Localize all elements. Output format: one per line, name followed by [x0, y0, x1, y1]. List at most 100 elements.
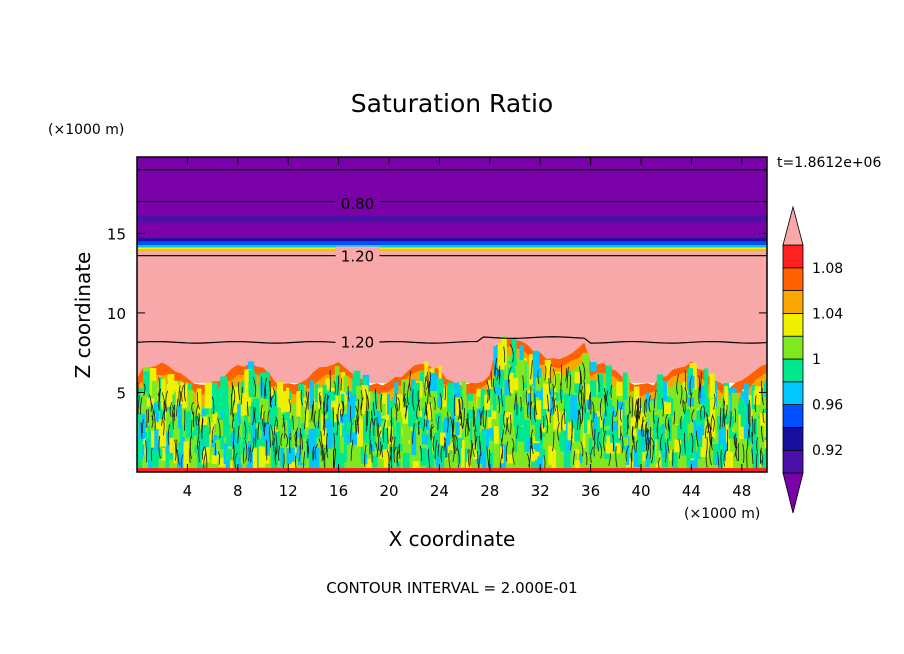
turbulence-cell [551, 429, 557, 450]
turbulence-cell [440, 438, 446, 469]
turbulence-cell [513, 377, 519, 391]
turbulence-cell [542, 383, 551, 409]
colorbar-swatch [782, 244, 804, 269]
turbulence-cell [660, 432, 665, 454]
turbulence-cell [151, 448, 159, 468]
turbulence-cell [346, 396, 351, 416]
turbulence-cell [585, 420, 593, 449]
turbulence-cell [481, 461, 487, 472]
turbulence-cell [605, 443, 614, 454]
turbulence-cell [368, 431, 376, 445]
turbulence-cell [496, 378, 504, 389]
turbulence-cell [177, 426, 184, 451]
turbulence-cell [194, 416, 201, 446]
turbulence-cell [655, 426, 663, 439]
turbulence-cell [372, 401, 378, 425]
turbulence-cell [400, 441, 404, 452]
turbulence-cell [434, 413, 439, 425]
turbulence-cell [455, 437, 463, 449]
turbulence-cell [319, 401, 326, 420]
turbulence-cell [286, 387, 290, 413]
turbulence-cell [395, 421, 401, 447]
turbulence-cell [704, 368, 709, 395]
colorbar-swatch [782, 335, 804, 360]
turbulence-cell [158, 419, 167, 447]
turbulence-cell [563, 454, 567, 471]
turbulence-cell [763, 381, 767, 397]
turbulence-cell [420, 386, 428, 407]
turbulence-cell [455, 421, 460, 436]
turbulence-cell [319, 452, 324, 471]
x-tick-label: 44 [682, 482, 701, 500]
turbulence-cell [559, 389, 564, 400]
turbulence-cell [511, 338, 517, 366]
turbulence-cell [341, 371, 346, 399]
turbulence-cell [376, 411, 381, 428]
turbulence-cell [244, 369, 252, 400]
turbulence-cell [165, 445, 170, 469]
turbulence-cell [327, 411, 335, 426]
turbulence-cell [462, 420, 470, 449]
turbulence-cell [631, 391, 637, 421]
turbulence-cell [176, 453, 185, 468]
turbulence-cell [296, 391, 302, 418]
turbulence-cell [341, 419, 346, 437]
turbulence-cell [491, 419, 498, 433]
turbulence-cell [622, 372, 628, 401]
turbulence-cell [425, 414, 430, 435]
turbulence-cell [730, 438, 738, 452]
turbulence-cell [223, 405, 229, 436]
turbulence-cell [201, 423, 208, 442]
x-tick-label: 48 [732, 482, 751, 500]
turbulence-cell [562, 411, 566, 431]
turbulence-cell [753, 390, 761, 405]
turbulence-cell [343, 376, 349, 393]
turbulence-cell [259, 372, 266, 391]
turbulence-cell [340, 393, 345, 403]
turbulence-cell [563, 394, 571, 423]
turbulence-cell [467, 400, 474, 410]
turbulence-cell [494, 368, 499, 384]
lower-layer-field [137, 336, 767, 472]
turbulence-cell [539, 406, 544, 418]
turbulence-cell [210, 421, 215, 432]
x-axis-ticks: 4 8 12 16 20 24 28 32 36 40 44 48 [183, 157, 751, 500]
turbulence-cell [270, 388, 274, 402]
turbulence-cell [433, 432, 441, 458]
turbulence-cell [444, 458, 449, 471]
turbulence-cell [507, 363, 511, 373]
turbulence-cell [173, 381, 178, 392]
turbulence-cell [204, 437, 211, 463]
turbulence-cell [476, 432, 481, 454]
turbulence-cell [180, 382, 188, 409]
turbulence-cell [260, 382, 265, 398]
turbulence-cell [369, 442, 375, 452]
turbulence-cell [588, 438, 593, 455]
turbulence-cell [317, 387, 323, 409]
turbulence-cell [597, 373, 604, 399]
turbulence-cell [287, 416, 295, 433]
contour-label: 0.80 [341, 195, 374, 213]
turbulence-cell [155, 410, 163, 423]
turbulence-cell [241, 442, 246, 455]
turbulence-cell [142, 455, 149, 471]
turbulence-cell [702, 435, 708, 457]
turbulence-cell [151, 381, 158, 407]
turbulence-cell [240, 392, 247, 416]
turbulence-cell [625, 415, 629, 430]
turbulence-cell [505, 412, 513, 424]
turbulence-cell [402, 452, 410, 472]
turbulence-cell [584, 411, 590, 420]
turbulence-cell [574, 383, 580, 394]
turbulence-cell [402, 426, 409, 453]
colorbar-under-arrow [782, 472, 804, 514]
turbulence-cell [573, 417, 581, 442]
turbulence-cell [286, 447, 294, 465]
turbulence-cell [713, 444, 720, 465]
turbulence-cell [184, 430, 189, 449]
turbulence-cell [309, 380, 315, 409]
x-tick-label: 24 [430, 482, 449, 500]
y-axis-ticks: 5 10 15 [107, 225, 767, 402]
turbulence-cell [167, 437, 174, 453]
colorbar-swatch [782, 381, 804, 405]
